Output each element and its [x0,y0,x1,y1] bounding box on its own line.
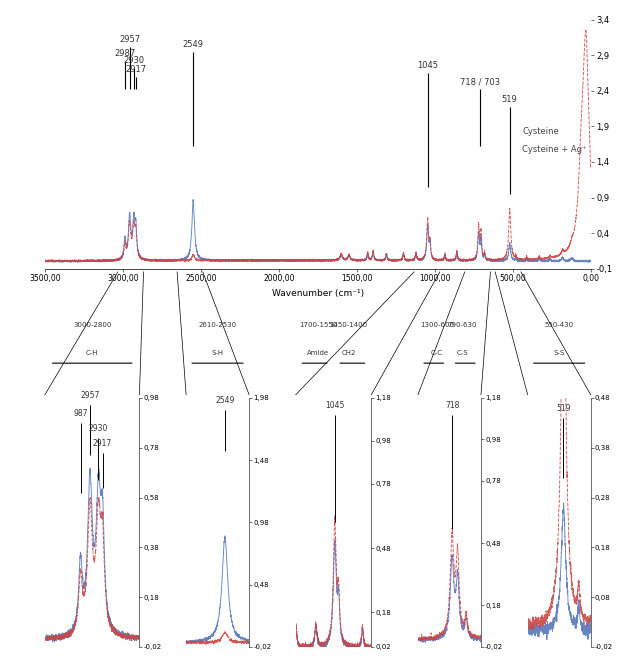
Text: S-S: S-S [553,350,565,356]
Text: Cysteine + Ag⁺: Cysteine + Ag⁺ [523,145,587,154]
Text: 2930: 2930 [123,56,144,65]
Text: 2930: 2930 [89,424,108,433]
Text: C-H: C-H [86,350,98,356]
Text: 1700-1550: 1700-1550 [299,322,338,328]
Text: Cysteine: Cysteine [523,127,559,136]
Text: 519: 519 [556,404,571,413]
Text: 718: 718 [445,401,459,410]
Text: 718 / 703: 718 / 703 [460,78,500,86]
Text: C-S: C-S [456,350,468,356]
Text: 1045: 1045 [325,401,345,410]
Text: 550-430: 550-430 [544,322,574,328]
Text: 519: 519 [502,94,517,104]
Text: 2957: 2957 [80,391,100,401]
Text: CH2: CH2 [342,350,356,356]
Text: 790-630: 790-630 [447,322,477,328]
Text: 3000-2800: 3000-2800 [73,322,111,328]
Text: 2549: 2549 [215,397,234,405]
Text: C-C: C-C [431,350,443,356]
X-axis label: Wavenumber (cm⁻¹): Wavenumber (cm⁻¹) [272,288,364,298]
Text: 1450-1400: 1450-1400 [329,322,368,328]
Text: 2610-2530: 2610-2530 [198,322,237,328]
Text: S-H: S-H [211,350,223,356]
Text: 2957: 2957 [119,35,140,44]
Text: 1045: 1045 [417,61,438,70]
Text: Amide: Amide [308,350,329,356]
Text: 2917: 2917 [125,65,146,74]
Text: 2987: 2987 [114,50,135,58]
Text: 2549: 2549 [183,40,204,49]
Text: 1300-600: 1300-600 [420,322,454,328]
Text: 987: 987 [73,409,88,418]
Text: 2917: 2917 [93,439,112,447]
